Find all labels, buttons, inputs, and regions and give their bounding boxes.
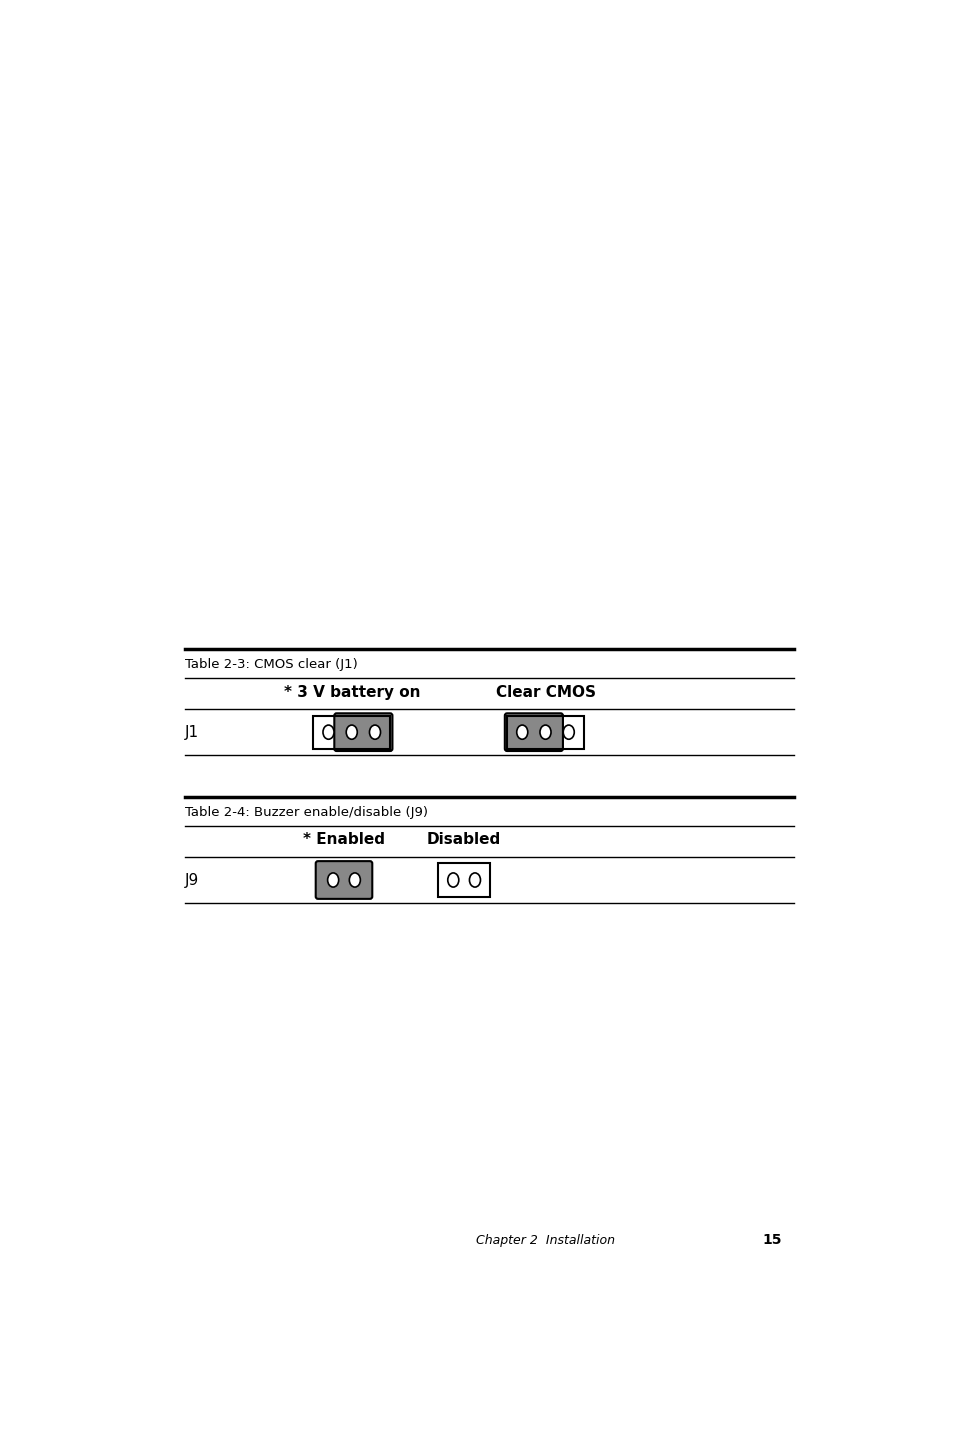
Text: J9: J9 (185, 872, 199, 888)
Ellipse shape (562, 725, 574, 739)
Ellipse shape (539, 725, 551, 739)
Text: * Enabled: * Enabled (303, 832, 385, 848)
Text: Clear CMOS: Clear CMOS (495, 685, 595, 699)
FancyBboxPatch shape (334, 714, 392, 751)
Ellipse shape (349, 872, 360, 887)
Text: Table 2-3: CMOS clear (J1): Table 2-3: CMOS clear (J1) (185, 658, 357, 671)
Ellipse shape (469, 872, 480, 887)
Text: Table 2-4: Buzzer enable/disable (J9): Table 2-4: Buzzer enable/disable (J9) (185, 807, 428, 819)
Ellipse shape (346, 725, 356, 739)
Bar (437, 864, 490, 897)
Ellipse shape (517, 725, 527, 739)
FancyBboxPatch shape (315, 861, 372, 899)
Text: Disabled: Disabled (427, 832, 500, 848)
FancyBboxPatch shape (504, 714, 562, 751)
Ellipse shape (447, 872, 458, 887)
Ellipse shape (327, 872, 338, 887)
Bar (507, 715, 583, 749)
Text: 15: 15 (761, 1233, 781, 1247)
Ellipse shape (323, 725, 334, 739)
Text: Chapter 2  Installation: Chapter 2 Installation (476, 1234, 615, 1247)
Bar (313, 715, 390, 749)
Ellipse shape (369, 725, 380, 739)
Text: * 3 V battery on: * 3 V battery on (283, 685, 419, 699)
Text: J1: J1 (185, 725, 199, 739)
